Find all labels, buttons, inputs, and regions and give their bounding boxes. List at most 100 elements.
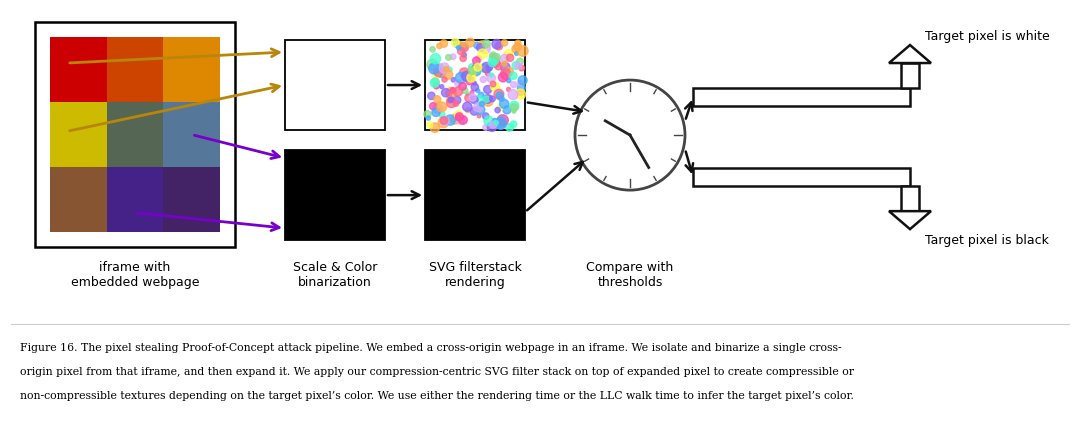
Circle shape	[470, 91, 474, 95]
Circle shape	[441, 118, 448, 125]
Circle shape	[444, 67, 449, 73]
Circle shape	[459, 69, 469, 79]
Circle shape	[430, 64, 440, 73]
Circle shape	[478, 93, 484, 99]
Circle shape	[464, 95, 473, 103]
Circle shape	[478, 50, 487, 59]
Circle shape	[445, 116, 456, 126]
Circle shape	[501, 40, 508, 47]
Circle shape	[457, 43, 465, 50]
Bar	[35, 23, 235, 247]
Text: non-compressible textures depending on the target pixel’s color. We use either t: non-compressible textures depending on t…	[21, 390, 854, 400]
Circle shape	[483, 97, 489, 103]
Circle shape	[440, 85, 444, 89]
Circle shape	[490, 82, 496, 88]
Circle shape	[499, 73, 508, 83]
Circle shape	[512, 110, 516, 114]
Circle shape	[483, 41, 490, 49]
Circle shape	[442, 89, 449, 98]
Bar	[50, 168, 107, 233]
Circle shape	[469, 67, 476, 76]
Circle shape	[483, 97, 494, 107]
Circle shape	[455, 112, 462, 119]
Circle shape	[456, 73, 467, 84]
Bar	[426, 151, 525, 240]
Circle shape	[430, 48, 435, 53]
Circle shape	[496, 120, 505, 130]
Circle shape	[495, 63, 502, 71]
Circle shape	[490, 59, 500, 68]
Circle shape	[467, 74, 475, 83]
Circle shape	[427, 60, 437, 71]
Circle shape	[465, 77, 474, 85]
Circle shape	[434, 96, 441, 103]
Bar	[163, 38, 220, 103]
Circle shape	[515, 41, 521, 47]
Circle shape	[500, 70, 511, 80]
Circle shape	[515, 63, 522, 70]
Circle shape	[430, 79, 440, 88]
Circle shape	[477, 115, 481, 118]
Circle shape	[450, 55, 456, 60]
Circle shape	[448, 92, 451, 96]
Circle shape	[437, 65, 443, 71]
Circle shape	[500, 100, 509, 109]
Circle shape	[455, 81, 461, 88]
Circle shape	[499, 97, 504, 102]
Circle shape	[432, 109, 441, 117]
Circle shape	[433, 73, 440, 79]
Circle shape	[459, 116, 468, 125]
Text: SVG filterstack
rendering: SVG filterstack rendering	[429, 260, 522, 289]
Circle shape	[460, 44, 469, 53]
Circle shape	[473, 68, 481, 76]
Circle shape	[473, 58, 481, 65]
Circle shape	[474, 64, 482, 72]
Circle shape	[434, 69, 443, 77]
Bar	[426, 41, 525, 131]
Circle shape	[480, 102, 484, 107]
Circle shape	[511, 82, 516, 89]
Bar	[107, 103, 163, 168]
Circle shape	[505, 68, 513, 76]
Circle shape	[458, 48, 464, 56]
Circle shape	[517, 59, 524, 66]
Circle shape	[427, 123, 433, 128]
Circle shape	[440, 64, 449, 74]
Circle shape	[448, 68, 453, 72]
Circle shape	[438, 118, 448, 128]
Circle shape	[469, 95, 476, 102]
Circle shape	[454, 88, 462, 97]
Circle shape	[443, 70, 453, 80]
Circle shape	[494, 121, 499, 126]
Circle shape	[575, 81, 685, 191]
Circle shape	[471, 84, 478, 92]
Circle shape	[428, 93, 435, 100]
Circle shape	[480, 42, 485, 47]
Circle shape	[512, 46, 519, 54]
Circle shape	[482, 63, 491, 73]
Circle shape	[450, 89, 456, 94]
Circle shape	[457, 46, 461, 51]
Bar	[107, 38, 163, 103]
Circle shape	[461, 72, 471, 82]
Circle shape	[507, 55, 514, 62]
Circle shape	[442, 78, 447, 83]
Circle shape	[503, 106, 511, 115]
Bar	[50, 103, 107, 168]
Circle shape	[454, 102, 459, 107]
Circle shape	[434, 65, 443, 73]
Circle shape	[495, 43, 502, 51]
Bar	[50, 38, 107, 103]
Circle shape	[484, 117, 494, 126]
Circle shape	[456, 113, 463, 121]
Circle shape	[517, 85, 526, 93]
Circle shape	[463, 78, 468, 82]
Text: iframe with
embedded webpage: iframe with embedded webpage	[71, 260, 199, 289]
Circle shape	[484, 95, 492, 104]
Text: origin pixel from that iframe, and then expand it. We apply our compression-cent: origin pixel from that iframe, and then …	[21, 366, 854, 376]
Circle shape	[518, 66, 525, 72]
Circle shape	[430, 124, 440, 133]
Circle shape	[489, 97, 496, 102]
Circle shape	[488, 59, 497, 68]
Text: Figure 16. The pixel stealing Proof-of-Concept attack pipeline. We embed a cross: Figure 16. The pixel stealing Proof-of-C…	[21, 342, 841, 352]
